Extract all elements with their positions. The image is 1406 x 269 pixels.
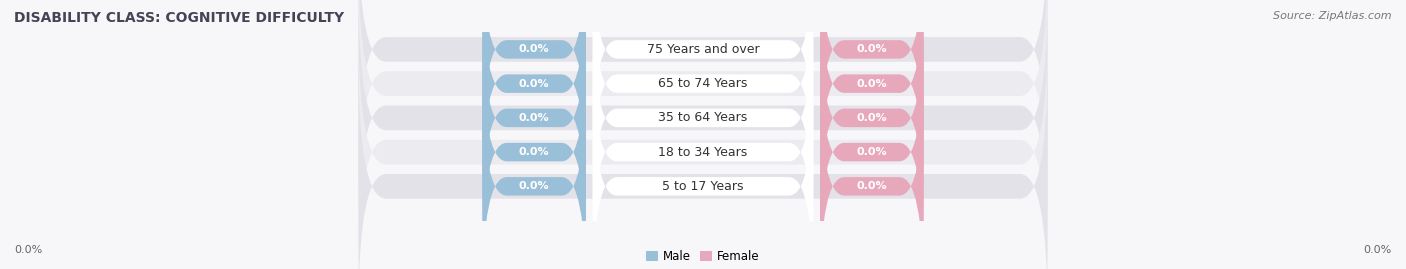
FancyBboxPatch shape [820, 41, 924, 263]
FancyBboxPatch shape [482, 7, 586, 228]
Text: Source: ZipAtlas.com: Source: ZipAtlas.com [1274, 11, 1392, 21]
Text: 0.0%: 0.0% [856, 44, 887, 54]
Text: 0.0%: 0.0% [519, 44, 550, 54]
Text: 0.0%: 0.0% [856, 147, 887, 157]
Text: 0.0%: 0.0% [856, 79, 887, 89]
FancyBboxPatch shape [593, 7, 813, 228]
Text: 0.0%: 0.0% [519, 147, 550, 157]
FancyBboxPatch shape [359, 0, 1047, 242]
Text: 75 Years and over: 75 Years and over [647, 43, 759, 56]
FancyBboxPatch shape [359, 62, 1047, 269]
Text: 0.0%: 0.0% [1364, 245, 1392, 255]
Text: 0.0%: 0.0% [519, 181, 550, 191]
FancyBboxPatch shape [820, 7, 924, 228]
Text: 35 to 64 Years: 35 to 64 Years [658, 111, 748, 124]
FancyBboxPatch shape [820, 76, 924, 269]
FancyBboxPatch shape [593, 41, 813, 263]
Text: 0.0%: 0.0% [519, 79, 550, 89]
FancyBboxPatch shape [593, 76, 813, 269]
Text: 0.0%: 0.0% [856, 113, 887, 123]
Text: 5 to 17 Years: 5 to 17 Years [662, 180, 744, 193]
FancyBboxPatch shape [593, 0, 813, 194]
FancyBboxPatch shape [359, 27, 1047, 269]
Text: 0.0%: 0.0% [519, 113, 550, 123]
FancyBboxPatch shape [593, 0, 813, 160]
FancyBboxPatch shape [482, 76, 586, 269]
FancyBboxPatch shape [820, 0, 924, 160]
FancyBboxPatch shape [482, 41, 586, 263]
Text: DISABILITY CLASS: COGNITIVE DIFFICULTY: DISABILITY CLASS: COGNITIVE DIFFICULTY [14, 11, 344, 25]
FancyBboxPatch shape [482, 0, 586, 194]
Text: 0.0%: 0.0% [14, 245, 42, 255]
FancyBboxPatch shape [359, 0, 1047, 208]
FancyBboxPatch shape [359, 0, 1047, 174]
Text: 0.0%: 0.0% [856, 181, 887, 191]
Text: 18 to 34 Years: 18 to 34 Years [658, 146, 748, 159]
Text: 65 to 74 Years: 65 to 74 Years [658, 77, 748, 90]
FancyBboxPatch shape [820, 0, 924, 194]
FancyBboxPatch shape [482, 0, 586, 160]
Legend: Male, Female: Male, Female [647, 250, 759, 263]
